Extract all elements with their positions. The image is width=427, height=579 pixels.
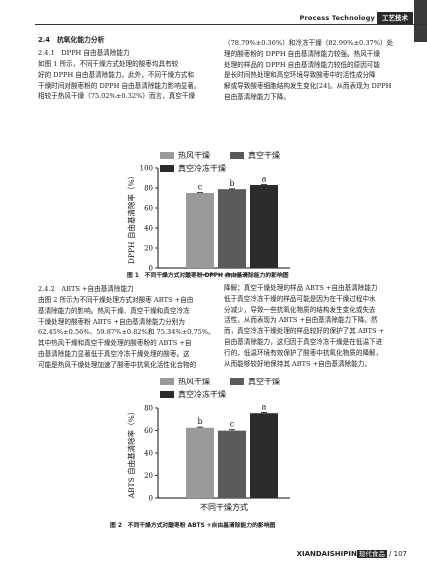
- legend-swatch: [160, 165, 174, 172]
- text-line: （78.79%±0.36%）和冷冻干燥（82.99%±0.37%）处: [224, 39, 394, 47]
- left-paragraph-1: 如图 1 所示，不同干燥方式处理的酸枣均具有较好的 DPPH 自由基清除能力。此…: [38, 59, 220, 102]
- legend-label: 热风干燥: [178, 378, 210, 386]
- bar-0: [186, 192, 214, 268]
- subsection-title-abts: 2.4.2 ABTS +自由基清除能力: [38, 285, 134, 293]
- text-line: 活性，从而表现为 ABTS +自由基清除能力下降。然: [224, 316, 378, 325]
- y-tick-label: 100: [140, 165, 153, 173]
- text-line: 基清除能力的影响。热风干燥、真空干燥和真空冷冻: [38, 306, 190, 315]
- text-line: 可能是热风干燥处理加速了酸枣中抗氧化活性化合物的: [38, 360, 197, 369]
- figure-2-caption: 图 2 不同干燥方式对酸枣粉 ABTS +自由基清除能力的影响图: [110, 523, 276, 529]
- y-tick-label: 60: [144, 427, 153, 435]
- text-line: 其中热风干燥和真空干燥处理的酸枣粉的 ABTS +自: [38, 339, 192, 348]
- legend-label: 真空冷冻干燥: [178, 389, 226, 399]
- legend-swatch: [230, 378, 244, 385]
- right-paragraph-1: （78.79%±0.36%）和冷冻干燥（82.99%±0.37%）处 理的酸枣粉的…: [224, 38, 414, 103]
- section-title: 2.4 抗氧化能力分析: [38, 36, 105, 44]
- text-line: 分减少，导致一些抗氧化物质的结构发生变化或失去: [224, 305, 376, 314]
- text-line: 降解；真空干燥处理的样品 ABTS +自由基清除能力: [224, 284, 378, 292]
- journal-section-badge: 工艺技术: [377, 12, 413, 24]
- legend-label: 真空干燥: [248, 378, 280, 386]
- footer-badge: 现代食品: [356, 550, 387, 558]
- text-line: 由图 2 所示为不同干燥处理方式对酸枣 ABTS +自由: [38, 296, 194, 304]
- y-tick-label: 40: [144, 225, 153, 233]
- text-line: 低于真空冷冻干燥的样品可能是因为在干燥过程中水: [224, 294, 376, 303]
- text-line: 相较于热风干燥（75.02%±0.32%）而言，真空干燥: [38, 92, 196, 101]
- y-tick-label: 40: [144, 450, 153, 458]
- y-tick-label: 60: [144, 205, 153, 213]
- bar-2: [250, 185, 278, 268]
- text-line: 自由基清除能力，这归因于真空冷冻干燥是在低温下进: [224, 337, 383, 346]
- left-paragraph-2: 由图 2 所示为不同干燥处理方式对酸枣 ABTS +自由 基清除能力的影响。热风干…: [38, 295, 220, 371]
- text-line: 干燥处理的酸枣粉 ABTS +自由基清除能力分别为: [38, 317, 185, 326]
- bar-2: [250, 413, 278, 498]
- significance-letter: c: [198, 183, 203, 192]
- legend-swatch: [160, 378, 174, 385]
- text-line: 理的酸枣粉的 DPPH 自由基清除能力较强。热风干燥: [224, 49, 380, 58]
- right-paragraph-2: 降解；真空干燥处理的样品 ABTS +自由基清除能力 低于真空冷冻干燥的样品可能是…: [224, 283, 414, 369]
- y-tick-label: 20: [144, 472, 153, 480]
- text-line: 而，真空冷冻干燥处理的样品较好的保护了其 ABTS +: [224, 327, 385, 336]
- y-tick-label: 0: [149, 495, 153, 503]
- text-line: 解或导致酸枣细胞结构发生变化[24]。从而表现为 DPPH: [224, 82, 392, 91]
- y-tick-label: 20: [144, 245, 153, 253]
- text-line: 干燥时间对酸枣粉的 DPPH 自由基清除能力影响显著。: [38, 81, 201, 90]
- figure-1-caption: 图 1 不同干燥方式对酸枣粉 DPPH 自由基清除能力的影响图: [127, 273, 289, 279]
- text-line: 自由基清除能力下降。: [224, 92, 290, 101]
- bar-0: [186, 427, 214, 498]
- text-line: 行的，低温环境有效保护了酸枣中抗氧化物质的降解，: [224, 348, 383, 357]
- text-line: 62.45%±0.56%、59.87%±0.82%和 75.34%±0.75%。: [38, 328, 215, 337]
- bar-1: [218, 189, 246, 268]
- significance-letter: a: [262, 402, 267, 411]
- significance-letter: b: [197, 417, 202, 426]
- text-line: 如图 1 所示，不同干燥方式处理的酸枣均具有较: [38, 60, 179, 68]
- legend-label: 热风干燥: [178, 150, 210, 160]
- legend-label: 真空冷冻干燥: [178, 163, 226, 173]
- y-tick-label: 0: [149, 265, 153, 273]
- journal-section-en: Process Technology: [299, 14, 375, 22]
- text-line: 从而能够较好地保持其 ABTS +自由基清除能力。: [224, 359, 371, 368]
- side-tab: [414, 0, 427, 42]
- significance-letter: b: [229, 179, 234, 188]
- footer-brand: XIANDAISHIPIN: [296, 550, 357, 558]
- y-axis-label: DPPH 自由基清除率（%）: [126, 172, 136, 264]
- legend-label: 真空干燥: [248, 150, 280, 160]
- bar-1: [218, 430, 246, 498]
- x-axis-label: 不同干燥方式: [200, 272, 248, 276]
- page-footer: XIANDAISHIPIN 现代食品 / 107: [297, 548, 407, 558]
- header-rule: [35, 24, 427, 25]
- page-number: / 107: [389, 550, 407, 558]
- legend-swatch: [160, 152, 174, 159]
- legend-swatch: [230, 152, 244, 159]
- text-line: 是长时间热处理和高空环境导致酸枣中的活性成分降: [224, 71, 376, 80]
- significance-letter: a: [262, 175, 267, 184]
- y-tick-label: 80: [144, 185, 153, 193]
- y-tick-label: 80: [144, 405, 153, 413]
- y-axis-label: ABTS 自由基清除率（%）: [126, 408, 136, 500]
- subsection-title-dpph: 2.4.1 DPPH 自由基清除能力: [38, 49, 130, 57]
- significance-letter: c: [230, 420, 235, 429]
- x-axis-label: 不同干燥方式: [200, 502, 248, 512]
- text-line: 由基清除能力显著低于真空冷冻干燥处理的酸枣。这: [38, 349, 190, 358]
- legend-swatch: [160, 391, 174, 398]
- text-line: 处理的样品的 DPPH 自由基清除能力较低的原因可能: [224, 60, 380, 69]
- text-line: 好的 DPPH 自由基清除能力。此外，不同干燥方式和: [38, 70, 194, 79]
